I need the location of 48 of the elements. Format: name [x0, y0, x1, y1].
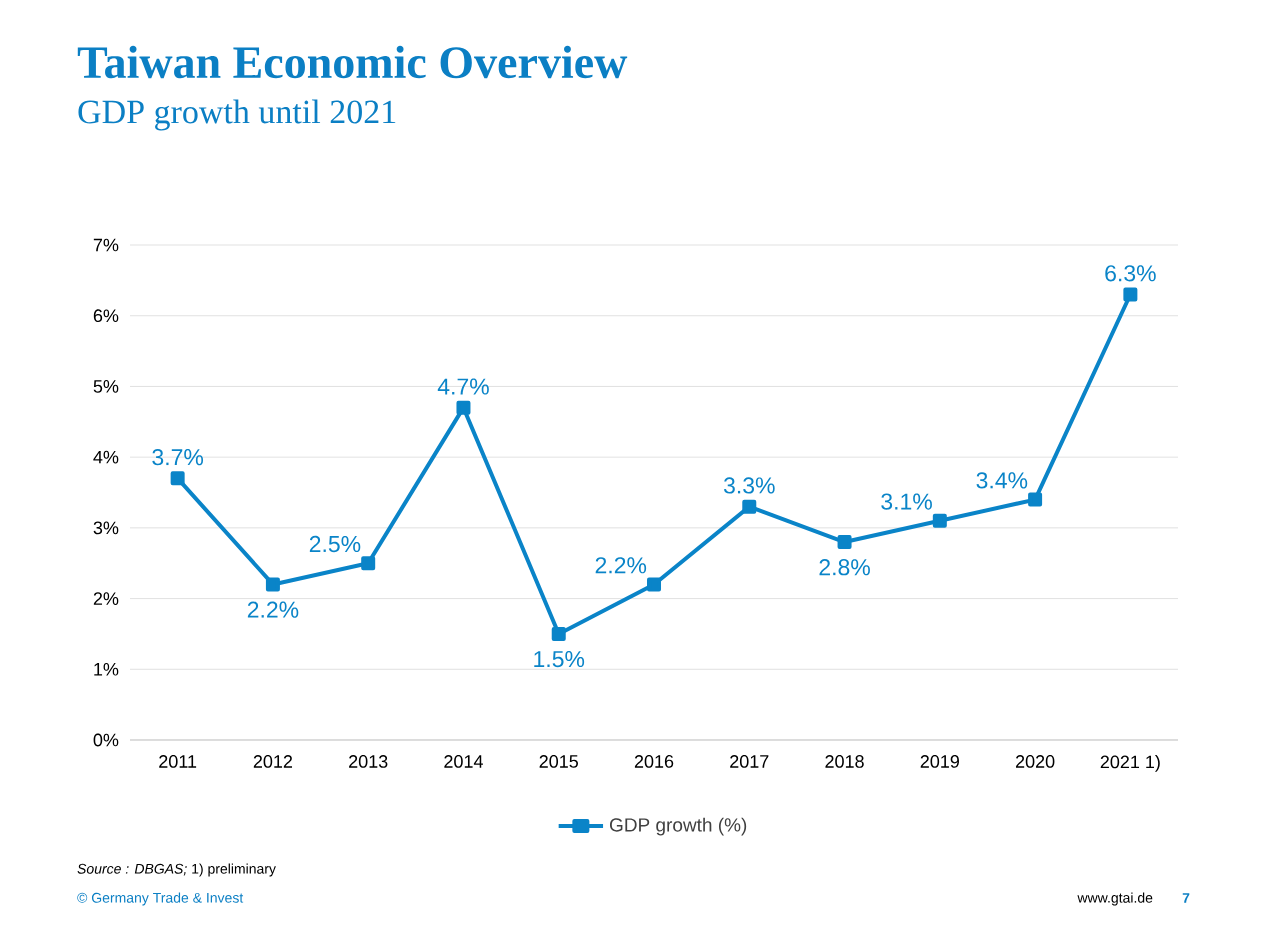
x-tick-label: 2019 [920, 755, 959, 768]
x-tick-label: 2020 [1015, 755, 1055, 768]
x-tick-label: 2014 [444, 755, 483, 768]
x-tick-label: 2021 1) [1100, 755, 1160, 772]
y-tick-label: 3% [93, 521, 119, 535]
y-tick-label: 7% [93, 238, 119, 252]
x-tick-label: 2011 [159, 755, 197, 768]
legend-label: GDP growth (%) [609, 817, 747, 836]
text: 7 [1182, 893, 1190, 903]
text: Source : DBGAS; 1) preliminary [77, 863, 276, 877]
data-label: 1.5% [534, 650, 585, 668]
text: © Germany Trade & Invest [77, 892, 244, 906]
point [551, 626, 566, 641]
data-label: 3.4% [976, 472, 1028, 489]
data-label: 3.3% [723, 477, 775, 494]
point [170, 471, 185, 486]
point [647, 577, 662, 592]
y-tick-label: 4% [93, 450, 119, 464]
point [265, 577, 280, 592]
x-tick-label: 2012 [253, 755, 293, 768]
y-tick-label: 0% [93, 733, 119, 747]
x-tick-label: 2015 [539, 755, 578, 768]
x-tick-label: 2013 [349, 755, 388, 768]
point [361, 556, 376, 571]
x-tick-label: 2016 [634, 755, 674, 768]
point [1028, 492, 1043, 507]
chart-subtitle: GDP growth until 2021 [78, 99, 396, 131]
y-tick-label: 1% [94, 663, 119, 676]
text: www.gtai.de [1077, 892, 1153, 906]
data-label: 2.8% [819, 559, 870, 576]
point [742, 499, 757, 514]
point [456, 400, 471, 415]
data-label: 3.7% [152, 449, 204, 466]
data-label: 6.3% [1105, 265, 1156, 282]
y-tick-label: 2% [93, 592, 119, 605]
y-tick-label: 5% [93, 380, 119, 393]
chart-title: Taiwan Economic Overview [77, 45, 628, 79]
data-label: 2.5% [309, 535, 361, 553]
point [837, 535, 852, 550]
data-label: 4.7% [437, 378, 489, 395]
point [932, 513, 947, 528]
data-label: 2.2% [595, 557, 647, 574]
x-tick-label: 2018 [825, 755, 864, 768]
data-label: 3.1% [881, 493, 932, 510]
y-tick-label: 6% [93, 309, 119, 323]
data-label: 2.2% [247, 601, 299, 618]
x-tick-label: 2017 [730, 755, 769, 768]
point [1123, 287, 1138, 302]
